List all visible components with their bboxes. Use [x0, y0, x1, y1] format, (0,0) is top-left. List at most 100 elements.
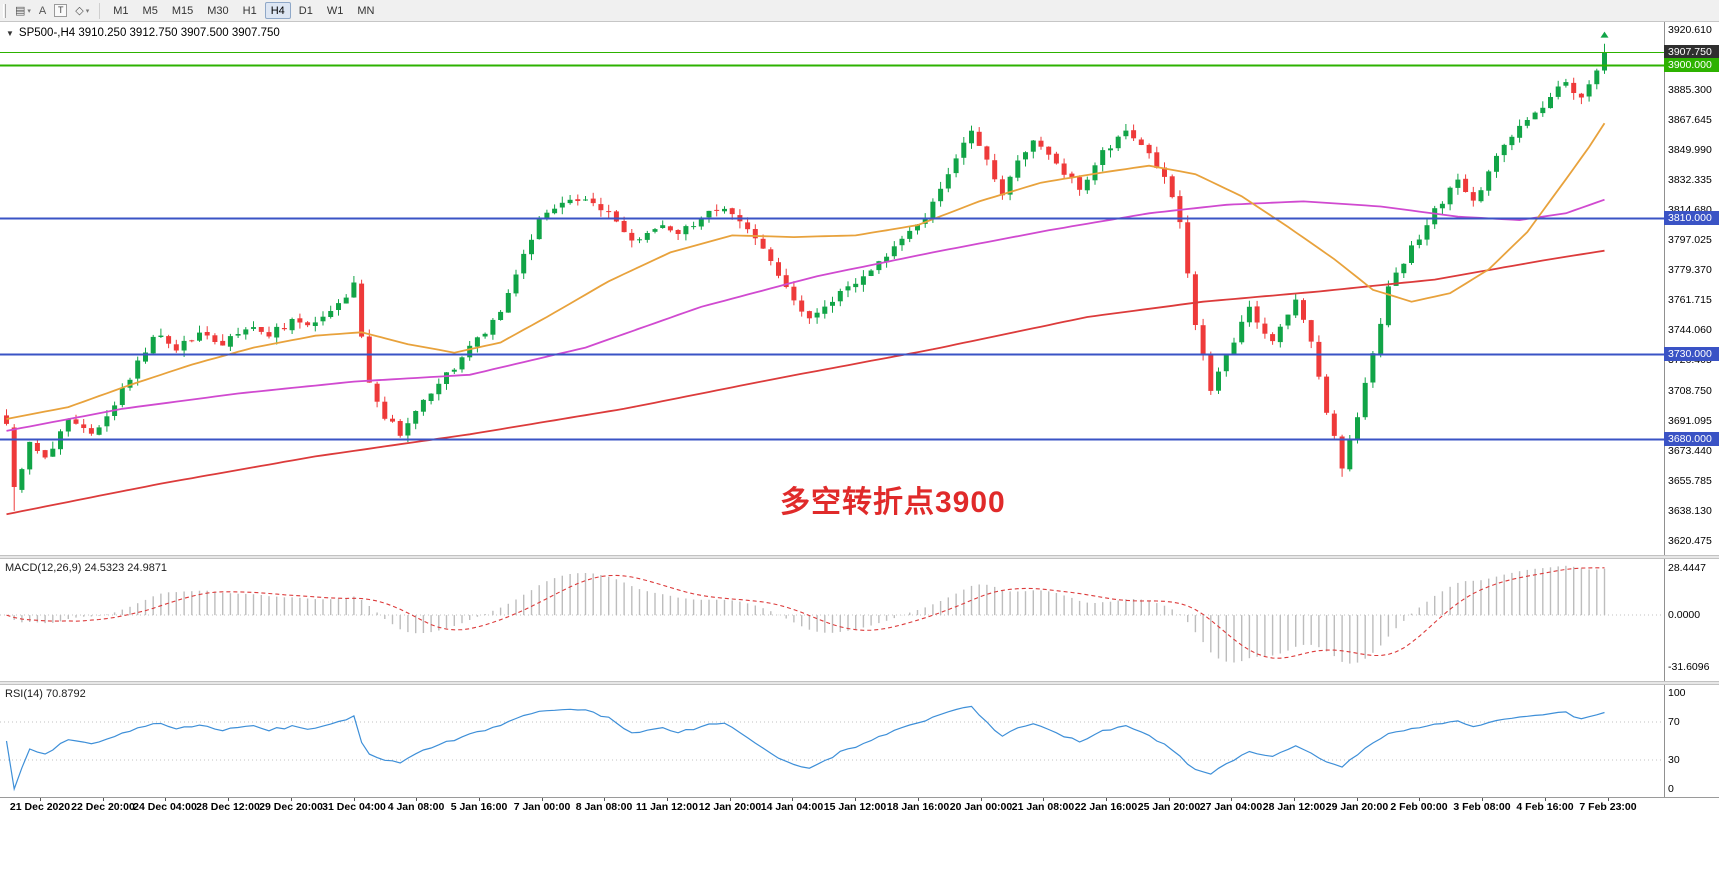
symbol-ohlc-text: SP500-,H4 3910.250 3912.750 3907.500 390… [18, 27, 280, 39]
price-axis-divider [1664, 22, 1665, 797]
time-axis-tick [1294, 798, 1295, 801]
tf-button-mn[interactable]: MN [357, 5, 375, 17]
time-axis-label: 22 Dec 20:00 [71, 801, 135, 813]
price-axis-tick: 3761.715 [1668, 294, 1712, 306]
macd-axis[interactable]: 28.4447 0.0000 -31.6096 [1666, 559, 1719, 681]
chart-annotation-text[interactable]: 多空转折点3900 [780, 486, 1006, 519]
text-label-icon-glyph: A [38, 4, 47, 17]
price-axis-tick: 3797.025 [1668, 234, 1712, 246]
macd-panel-plot[interactable] [0, 559, 1664, 681]
time-axis-label: 27 Jan 04:00 [1199, 801, 1263, 813]
time-axis-divider [0, 797, 1719, 798]
time-axis-label: 2 Feb 00:00 [1390, 801, 1448, 813]
time-axis-label: 5 Jan 16:00 [450, 801, 508, 813]
rsi-indicator-label: RSI(14) 70.8792 [5, 688, 86, 700]
price-axis-tick: 3620.475 [1668, 535, 1712, 547]
time-axis-tick [165, 798, 166, 801]
ma-mid-line [6, 198, 1605, 432]
indicator-axis-label: 28.4447 [1668, 562, 1706, 574]
price-axis-tick: 3920.610 [1668, 24, 1712, 36]
tf-button-d1[interactable]: D1 [298, 5, 313, 17]
indicator-axis-label: 0 [1668, 783, 1674, 795]
time-axis-label: 25 Jan 20:00 [1137, 801, 1201, 813]
time-axis-label: 8 Jan 08:00 [575, 801, 633, 813]
time-axis-tick [981, 798, 982, 801]
tf-button-h4[interactable]: H4 [264, 2, 291, 19]
time-axis-label: 7 Feb 23:00 [1579, 801, 1637, 813]
chevron-down-icon: ▾ [27, 7, 31, 15]
tf-button-m1[interactable]: M1 [113, 5, 129, 17]
time-axis-tick [855, 798, 856, 801]
chart-windows-icon[interactable]: ▤ ▾ [11, 2, 35, 20]
panel-splitter[interactable] [0, 555, 1719, 559]
macd-indicator-label: MACD(12,26,9) 24.5323 24.9871 [5, 562, 168, 574]
time-axis-tick [1106, 798, 1107, 801]
time-axis-label: 4 Jan 08:00 [387, 801, 445, 813]
price-axis-tick: 3673.440 [1668, 445, 1712, 457]
timeframe-toolbar: M1 M5 M15 M30 H1 H4 D1 W1 MN [106, 2, 381, 19]
price-axis-tick: 3655.785 [1668, 475, 1712, 487]
price-axis-tick: 3885.300 [1668, 84, 1712, 96]
tf-button-w1[interactable]: W1 [326, 5, 344, 17]
time-axis-tick [1545, 798, 1546, 801]
toolbar-separator [99, 2, 101, 19]
indicator-axis-label: 30 [1668, 754, 1680, 766]
time-axis-label: 22 Jan 16:00 [1074, 801, 1138, 813]
panel-splitter[interactable] [0, 681, 1719, 685]
tf-button-h1[interactable]: H1 [242, 5, 257, 17]
time-axis-label: 29 Jan 20:00 [1325, 801, 1389, 813]
time-axis-label: 4 Feb 16:00 [1516, 801, 1574, 813]
indicator-axis-label: -31.6096 [1668, 661, 1710, 673]
time-axis-tick [1169, 798, 1170, 801]
time-axis-tick [228, 798, 229, 801]
main-chart-plot[interactable] [0, 22, 1664, 555]
time-axis-tick [103, 798, 104, 801]
time-axis[interactable]: 21 Dec 2020 22 Dec 20:00 24 Dec 04:00 28 De… [0, 800, 1664, 814]
price-axis-tick: 3638.130 [1668, 505, 1712, 517]
tf-button-m5[interactable]: M5 [142, 5, 158, 17]
one-click-collapse-icon[interactable]: ▼ [6, 28, 14, 38]
toolbar-grip[interactable] [3, 3, 6, 18]
price-label-3680.000: 3680.000 [1664, 432, 1719, 446]
tf-button-m30[interactable]: M30 [207, 5, 229, 17]
price-label-3730.000: 3730.000 [1664, 347, 1719, 361]
rsi-panel-plot[interactable] [0, 685, 1664, 797]
text-label-icon[interactable]: A [35, 2, 50, 20]
rsi-axis[interactable]: 100 70 30 0 [1666, 685, 1719, 797]
tf-button-m15[interactable]: M15 [171, 5, 194, 17]
drawing-shapes-icon[interactable]: ◇ ▾ [71, 2, 93, 20]
time-axis-tick [792, 798, 793, 801]
time-axis-label: 12 Jan 20:00 [698, 801, 762, 813]
time-axis-tick [918, 798, 919, 801]
time-axis-tick [1482, 798, 1483, 801]
indicator-axis-label: 70 [1668, 716, 1680, 728]
time-axis-tick [1357, 798, 1358, 801]
time-axis-label: 21 Dec 2020 [9, 801, 71, 813]
time-axis-label: 20 Jan 00:00 [949, 801, 1013, 813]
main-toolbar: ▤ ▾ A T ◇ ▾ M1 M5 M15 M30 H1 H4 D1 W1 MN [0, 0, 1719, 22]
indicator-axis-label: 0.0000 [1668, 609, 1701, 621]
time-axis-tick [354, 798, 355, 801]
price-axis-tick: 3744.060 [1668, 324, 1712, 336]
time-axis-tick [1608, 798, 1609, 801]
time-axis-tick [416, 798, 417, 801]
time-axis-label: 11 Jan 12:00 [636, 801, 698, 813]
time-axis-tick [604, 798, 605, 801]
macd-histogram [13, 565, 1606, 664]
time-axis-label: 24 Dec 04:00 [133, 801, 197, 813]
candles-layer [4, 43, 1607, 511]
price-label-3900.000: 3900.000 [1664, 58, 1719, 72]
price-axis-tick: 3708.750 [1668, 385, 1712, 397]
time-axis-label: 7 Jan 00:00 [513, 801, 571, 813]
text-tool-icon-glyph: T [54, 4, 68, 17]
price-axis-tick: 3832.335 [1668, 174, 1712, 186]
price-axis[interactable]: 3920.610 3885.300 3867.645 3849.990 3832.335… [1664, 22, 1719, 555]
time-axis-label: 31 Dec 04:00 [322, 801, 386, 813]
drawing-shapes-icon-glyph: ◇ [75, 5, 84, 17]
time-axis-label: 15 Jan 12:00 [823, 801, 887, 813]
time-axis-tick [479, 798, 480, 801]
ma-slow-line [6, 249, 1605, 516]
text-tool-icon[interactable]: T [50, 2, 71, 20]
price-label-3907.750: 3907.750 [1664, 45, 1719, 59]
buy-arrow-icon [1600, 31, 1609, 38]
